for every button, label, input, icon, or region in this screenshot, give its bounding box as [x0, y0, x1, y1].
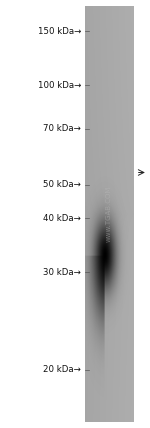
Text: 70 kDa→: 70 kDa→: [43, 125, 81, 134]
Text: 50 kDa→: 50 kDa→: [43, 181, 81, 190]
Text: www.TGAB.COM: www.TGAB.COM: [106, 186, 112, 242]
Text: 20 kDa→: 20 kDa→: [43, 365, 81, 374]
Text: 100 kDa→: 100 kDa→: [38, 81, 81, 90]
Text: 30 kDa→: 30 kDa→: [43, 268, 81, 276]
Text: 150 kDa→: 150 kDa→: [38, 27, 81, 36]
Text: 40 kDa→: 40 kDa→: [43, 214, 81, 223]
